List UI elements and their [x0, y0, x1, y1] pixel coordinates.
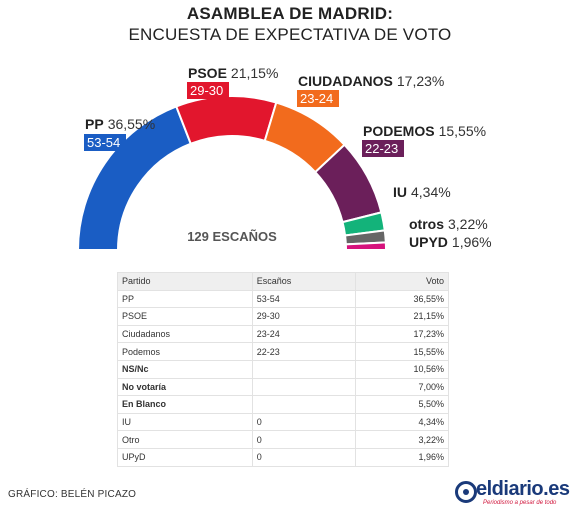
chart-labels: PP 36,55% 53-54 PSOE 21,15% 29-30 CIUDADANOS 17…	[84, 65, 492, 250]
cell-seats: 29-30	[251, 307, 356, 326]
label-iu: IU 4,34%	[393, 184, 451, 200]
chart-subtitle: ENCUESTA DE EXPECTATIVA DE VOTO	[128, 25, 452, 44]
cell-party: Podemos	[117, 342, 253, 361]
seat-badge-ciudadanos: 23-24	[297, 90, 339, 107]
results-table: Partido Escaños Voto PP 53-54 36,55% PSOE 29…	[117, 272, 450, 467]
seat-range: 23-24	[300, 91, 333, 106]
cell-vote: 36,55%	[354, 289, 450, 309]
label-pp: PP 36,55%	[85, 116, 155, 132]
table-row: IU 0 4,34%	[117, 412, 450, 432]
party-name: PP	[85, 116, 104, 132]
table-row: En Blanco 5,50%	[117, 395, 450, 414]
header-voto: Voto	[354, 272, 450, 291]
cell-party: PP	[117, 289, 253, 309]
party-name: otros	[409, 216, 444, 232]
arc-psoe	[174, 95, 278, 146]
table-row: PSOE 29-30 21,15%	[117, 307, 450, 326]
party-vote: 36,55%	[108, 116, 155, 132]
cell-party: NS/Nc	[117, 359, 253, 379]
cell-party: PSOE	[117, 307, 253, 326]
cell-seats: 53-54	[251, 289, 356, 309]
party-vote: 21,15%	[231, 65, 278, 81]
table-row: Podemos 22-23 15,55%	[117, 342, 450, 361]
seat-range: 22-23	[365, 141, 398, 156]
table-body: PP 53-54 36,55% PSOE 29-30 21,15% Ciudadanos 23…	[117, 289, 450, 467]
party-name: CIUDADANOS	[298, 73, 393, 89]
chart-title: ASAMBLEA DE MADRID:	[186, 4, 394, 23]
cell-seats: 0	[251, 430, 356, 449]
table-row: Otro 0 3,22%	[117, 430, 450, 449]
party-vote: 4,34%	[411, 184, 451, 200]
cell-seats: 0	[251, 447, 356, 467]
label-upyd: UPYD 1,96%	[409, 234, 492, 250]
seat-badge-psoe: 29-30	[187, 82, 229, 99]
table-header-row: Partido Escaños Voto	[117, 272, 450, 291]
cell-vote: 15,55%	[354, 342, 450, 361]
total-seats-label: 129 ESCAÑOS	[187, 229, 277, 244]
cell-seats	[251, 395, 356, 414]
party-vote: 1,96%	[452, 234, 492, 250]
label-podemos: PODEMOS 15,55%	[363, 123, 486, 139]
party-name: UPYD	[409, 234, 448, 250]
party-name: PODEMOS	[363, 123, 435, 139]
cell-vote: 5,50%	[354, 395, 450, 414]
cell-vote: 1,96%	[354, 447, 450, 467]
cell-party: UPyD	[117, 447, 253, 467]
seat-badge-pp: 53-54	[84, 134, 126, 151]
seat-range: 53-54	[87, 135, 120, 150]
party-vote: 15,55%	[439, 123, 486, 139]
eldiario-logo-icon	[455, 481, 477, 503]
header-partido: Partido	[117, 272, 253, 291]
seat-range: 29-30	[190, 83, 223, 98]
logo-slogan: Periodismo a pesar de todo	[483, 500, 557, 506]
cell-party: En Blanco	[117, 395, 253, 414]
seat-badge-podemos: 22-23	[362, 140, 404, 157]
cell-party: IU	[117, 412, 253, 432]
cell-seats	[251, 377, 356, 397]
parliament-chart: PP 36,55% 53-54 PSOE 21,15% 29-30 CIUDADANOS 17…	[76, 65, 492, 251]
cell-seats: 22-23	[251, 342, 356, 361]
cell-vote: 21,15%	[354, 307, 450, 326]
eldiario-logo[interactable]: eldiario.es Periodismo a pesar de todo	[455, 478, 577, 506]
cell-party: No votaría	[117, 377, 253, 397]
party-name: IU	[393, 184, 407, 200]
party-vote: 17,23%	[397, 73, 444, 89]
chart-arcs	[76, 95, 388, 251]
table-row: NS/Nc 10,56%	[117, 359, 450, 379]
table-row: No votaría 7,00%	[117, 377, 450, 397]
cell-vote: 10,56%	[354, 359, 450, 379]
seat-badge-box	[297, 90, 339, 107]
cell-seats: 0	[251, 412, 356, 432]
seat-badge-box	[362, 140, 404, 157]
table-row: PP 53-54 36,55%	[117, 289, 450, 309]
party-vote: 3,22%	[448, 216, 488, 232]
table-row: UPyD 0 1,96%	[117, 447, 450, 467]
cell-vote: 17,23%	[354, 324, 450, 344]
cell-party: Otro	[117, 430, 253, 449]
cell-seats	[251, 359, 356, 379]
seat-badge-box	[84, 134, 126, 151]
party-name: PSOE	[188, 65, 227, 81]
label-ciudadanos: CIUDADANOS 17,23%	[298, 73, 444, 89]
logo-text: eldiario.es	[476, 478, 570, 500]
cell-party: Ciudadanos	[117, 324, 253, 344]
label-psoe: PSOE 21,15%	[188, 65, 278, 81]
header-escanos: Escaños	[251, 272, 356, 291]
cell-vote: 3,22%	[354, 430, 450, 449]
seat-badge-box	[187, 82, 229, 99]
graphic-credit: GRÁFICO: BELÉN PICAZO	[8, 489, 137, 500]
cell-seats: 23-24	[251, 324, 356, 344]
table-row: Ciudadanos 23-24 17,23%	[117, 324, 450, 344]
cell-vote: 7,00%	[354, 377, 450, 397]
arc-upyd	[344, 241, 388, 251]
cell-vote: 4,34%	[354, 412, 450, 432]
label-otros: otros 3,22%	[409, 216, 488, 232]
